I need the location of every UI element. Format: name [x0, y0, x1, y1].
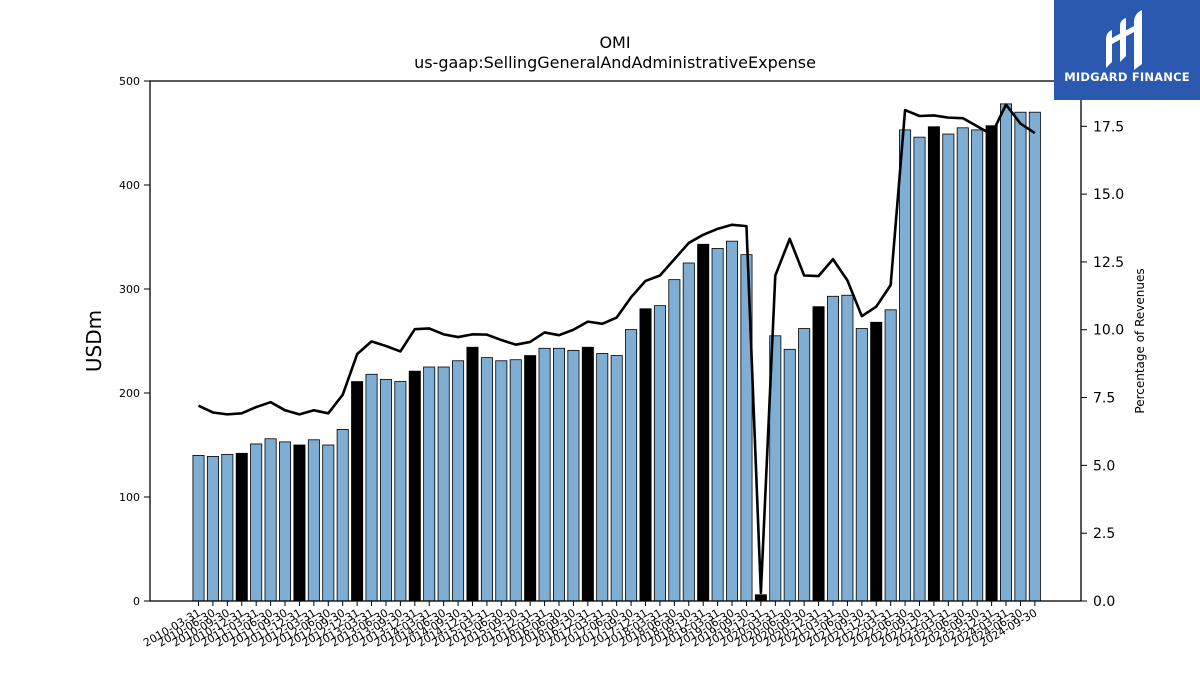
bar	[509, 359, 522, 602]
y-tick-label: 200	[119, 387, 140, 400]
bar	[365, 373, 378, 602]
bar	[798, 328, 811, 602]
bar	[279, 441, 292, 602]
bar-series	[192, 103, 1041, 602]
bar	[913, 136, 926, 602]
bar	[855, 328, 868, 602]
bar	[307, 439, 320, 602]
bar	[452, 360, 465, 602]
bar	[668, 279, 681, 602]
y-tick-label: 100	[119, 491, 140, 504]
bar	[653, 305, 666, 602]
bar	[783, 348, 796, 602]
bar	[235, 452, 248, 602]
bar	[192, 454, 205, 602]
bar	[870, 321, 883, 602]
bar	[336, 428, 349, 602]
y2-axis-label: Percentage of Revenues	[1133, 268, 1147, 413]
bar	[379, 379, 392, 602]
bar	[826, 295, 839, 602]
bar	[610, 355, 623, 602]
chart-title: OMI	[599, 33, 630, 52]
chart-subtitle: us-gaap:SellingGeneralAndAdministrativeE…	[414, 53, 816, 72]
plot-frame	[149, 80, 1082, 602]
bar	[250, 443, 263, 602]
bar	[394, 381, 407, 602]
bar	[884, 309, 897, 602]
bar	[495, 360, 508, 602]
y-tick-label: 500	[119, 75, 140, 88]
bar	[927, 126, 940, 602]
bar	[812, 306, 825, 602]
bar	[524, 355, 537, 602]
y-tick-label: 400	[119, 179, 140, 192]
y2-tick-label: 12.5	[1093, 255, 1124, 271]
x-axis: 2010-03-312010-06-302010-09-302010-12-31…	[141, 601, 1039, 650]
bar	[942, 133, 955, 602]
y2-tick-label: 0.0	[1093, 594, 1115, 610]
bar	[985, 125, 998, 602]
bar	[480, 357, 493, 602]
bar	[553, 347, 566, 602]
logo-text: MIDGARD FINANCE	[1064, 70, 1190, 84]
bar	[437, 366, 450, 602]
brand-logo: MIDGARD FINANCE	[1054, 0, 1200, 100]
y2-tick-label: 15.0	[1093, 187, 1124, 203]
bar	[538, 347, 551, 602]
bar	[697, 243, 710, 602]
bar	[754, 594, 767, 602]
y2-tick-label: 7.5	[1093, 391, 1115, 407]
bar	[596, 353, 609, 602]
bar	[1000, 103, 1013, 602]
bar	[971, 129, 984, 602]
bar	[581, 346, 594, 602]
y2-tick-label: 10.0	[1093, 323, 1124, 339]
bar	[956, 127, 969, 602]
bar	[711, 248, 724, 602]
y-axis-label: USDm	[82, 310, 106, 372]
bar	[466, 346, 479, 602]
bar	[351, 381, 364, 602]
bar	[841, 294, 854, 602]
y-tick-label: 0	[133, 595, 140, 608]
percentage-line	[197, 103, 1036, 595]
bar	[322, 444, 335, 602]
y2-tick-label: 2.5	[1093, 526, 1115, 542]
bar	[899, 129, 912, 602]
bar	[726, 240, 739, 602]
bar	[221, 453, 234, 602]
bar	[682, 262, 695, 602]
bar	[408, 370, 421, 602]
bar	[567, 349, 580, 602]
bar	[1028, 111, 1041, 602]
bar	[293, 444, 306, 602]
y-tick-label: 300	[119, 283, 140, 296]
right-axis: 0.0 2.5 5.0 7.5 10.0 12.5 15.0 17.5	[1081, 119, 1124, 610]
bar	[423, 366, 436, 602]
logo-mark-icon	[1106, 10, 1142, 70]
bar	[1014, 111, 1027, 602]
bar	[206, 456, 219, 602]
bar	[264, 438, 277, 602]
y2-tick-label: 5.0	[1093, 458, 1115, 474]
bar	[639, 308, 652, 602]
y2-tick-label: 17.5	[1093, 119, 1124, 135]
bar	[625, 329, 638, 602]
left-axis: 0 100 200 300 400 500	[119, 75, 150, 608]
